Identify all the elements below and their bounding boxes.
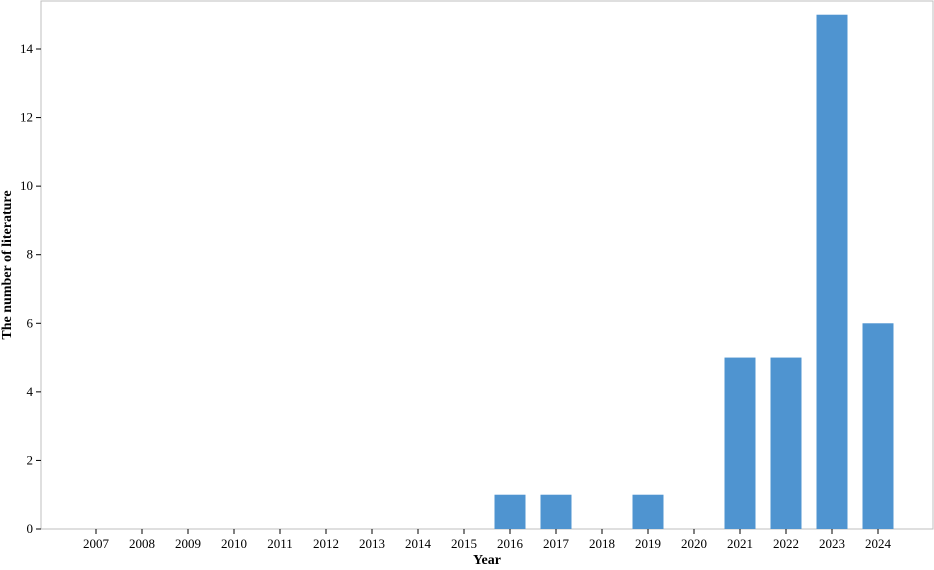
x-tick-label: 2009 [175,536,201,551]
x-tick-label: 2015 [451,536,477,551]
bar-2022 [770,357,802,529]
x-tick-label: 2012 [313,536,339,551]
x-tick-label: 2022 [773,536,799,551]
x-tick-label: 2019 [635,536,661,551]
y-axis-label: The number of literature [0,190,15,339]
plot-frame [40,0,934,530]
y-tick-label: 4 [27,384,34,399]
bar-2017 [540,494,572,529]
x-tick-label: 2023 [819,536,845,551]
bar-2024 [862,323,894,529]
y-tick-label: 14 [20,41,34,56]
x-tick-label: 2018 [589,536,615,551]
y-tick-label: 12 [20,110,33,125]
x-tick-label: 2017 [543,536,570,551]
bar-2016 [494,494,526,529]
y-tick-label: 0 [27,521,34,536]
x-axis-ticks: 2007 2008 2009 2010 2011 2012 2013 2014 2015 2016… [83,529,892,551]
x-tick-label: 2021 [727,536,753,551]
x-tick-label: 2010 [221,536,247,551]
x-tick-label: 2014 [405,536,432,551]
y-tick-label: 10 [20,178,33,193]
x-tick-label: 2016 [497,536,524,551]
y-tick-label: 6 [27,315,34,330]
y-tick-label: 8 [27,247,34,262]
y-axis-ticks: 0 2 4 6 8 10 12 14 [20,41,41,536]
x-tick-label: 2020 [681,536,707,551]
bar-2023 [816,14,848,529]
x-tick-label: 2011 [267,536,293,551]
bar-2021 [724,357,756,529]
x-tick-label: 2007 [83,536,110,551]
x-tick-label: 2013 [359,536,385,551]
x-tick-label: 2024 [865,536,892,551]
x-tick-label: 2008 [129,536,155,551]
y-tick-label: 2 [27,452,34,467]
bars-group [494,14,894,529]
x-axis-label: Year [473,553,501,565]
bar-2019 [632,494,664,529]
